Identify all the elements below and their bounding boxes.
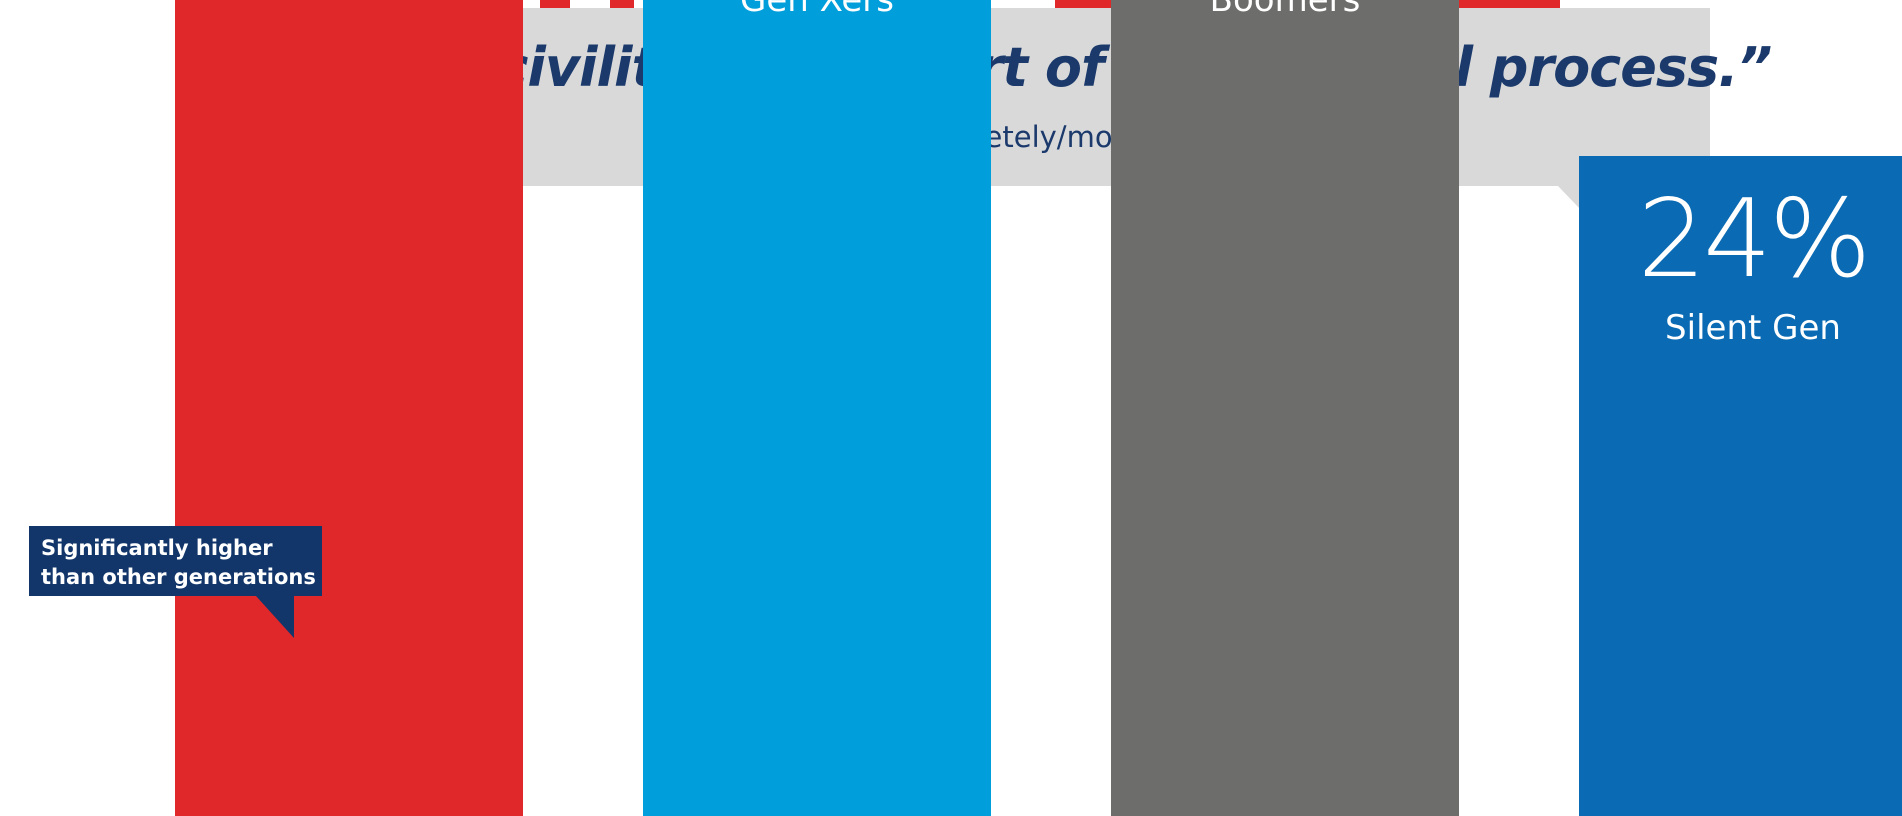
significance-callout: Significantly higher than other generati… — [29, 526, 322, 596]
bar-category-label: Gen Xers — [740, 0, 894, 20]
bar-category-label: Silent Gen — [1665, 308, 1841, 348]
bar-value-label: 24% — [1637, 177, 1871, 302]
chart-subtitle: (% completely/mostly agree) — [848, 120, 1268, 154]
chart-title: “Incivility is just part of the politica… — [406, 36, 1772, 99]
callout-text: Significantly higher than other generati… — [41, 536, 316, 589]
bar-silent-gen: 24% Silent Gen — [1579, 156, 1902, 816]
bar-gen-xers: 36%Gen Xers — [643, 0, 991, 816]
bar-boomers: 36%Boomers — [1111, 0, 1459, 816]
bar-millennials: 43%Millennials — [175, 0, 523, 816]
quote-bubble: “Incivility is just part of the politica… — [406, 8, 1772, 186]
bar-category-label: Boomers — [1209, 0, 1361, 20]
callout-tail — [256, 596, 294, 638]
